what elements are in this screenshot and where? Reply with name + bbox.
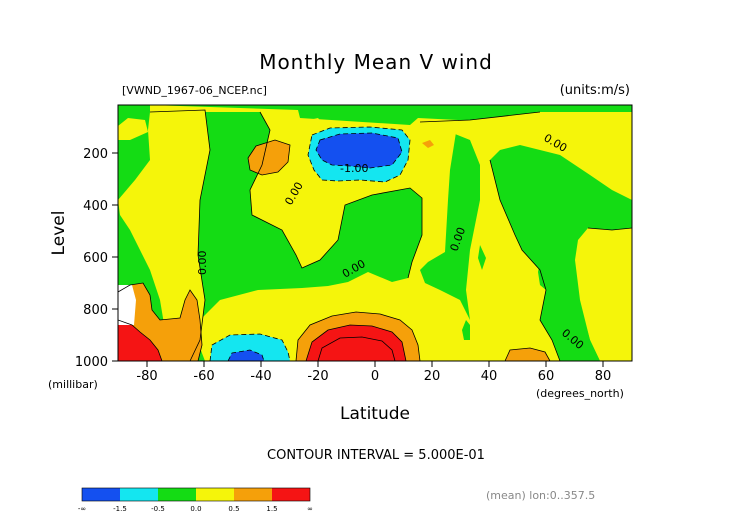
contour-line	[489, 159, 561, 361]
y-axis-label: Level	[49, 211, 69, 256]
contour-label: 0.00	[196, 251, 209, 276]
x-tick-label: -60	[193, 369, 214, 384]
contour-fill-green-inlet-c	[462, 320, 470, 340]
colorbar-tick-label: -∞	[78, 505, 86, 513]
x-tick-label: 20	[424, 369, 441, 384]
x-tick-label: 40	[481, 369, 498, 384]
contour-lines	[118, 109, 632, 361]
x-axis-label: Latitude	[340, 404, 410, 424]
contour-line-negative	[315, 132, 403, 169]
units-label: (units:m/s)	[560, 83, 630, 98]
colorbar-swatch	[120, 488, 158, 501]
negative-contour-lines	[209, 126, 411, 361]
contour-interval-text: CONTOUR INTERVAL = 5.000E-01	[267, 448, 485, 463]
contour-fill-yellow-northwest	[118, 118, 148, 140]
y-unit-label: (millibar)	[48, 378, 98, 391]
contour-line	[249, 111, 423, 279]
contour-line	[305, 324, 407, 361]
contour-fill-yellow-east	[420, 112, 632, 361]
x-tick-label: 0	[371, 369, 379, 384]
contour-line	[118, 282, 203, 361]
colorbar-tick-label: 0.0	[190, 505, 201, 513]
colorbar-tick-label: 0.5	[228, 505, 239, 513]
contour-line	[419, 111, 541, 123]
y-tick-label: 600	[83, 251, 108, 266]
file-label: [VWND_1967-06_NCEP.nc]	[122, 84, 267, 97]
contour-fill-cyan-lower	[210, 334, 290, 361]
colorbar-swatch	[196, 488, 234, 501]
undefined-region	[118, 285, 136, 325]
x-tick-label: 80	[595, 369, 612, 384]
contour-line	[587, 227, 632, 231]
colorbar-tick-label: -0.5	[151, 505, 165, 513]
contour-line-negative	[307, 126, 411, 183]
colorbar: -∞ -1.5 -0.5 0.0 0.5 1.5 ∞	[78, 487, 313, 513]
contour-fill-orange-small	[422, 140, 434, 148]
colorbar-tick-label: 1.5	[266, 505, 277, 513]
contour-fill-green-southeast	[552, 300, 600, 361]
colorbar-swatch	[234, 488, 272, 501]
averaging-note: (mean) lon:0..357.5	[486, 489, 595, 502]
x-unit-label: (degrees_north)	[536, 387, 624, 400]
contour-line	[295, 311, 421, 361]
contour-fill-green-inlet-a	[538, 262, 548, 290]
y-axis	[112, 152, 118, 362]
x-axis	[146, 361, 604, 367]
contour-fill-yellow-pocket	[300, 118, 325, 130]
chart-title: Monthly Mean V wind	[259, 50, 493, 74]
colorbar-frame	[81, 487, 311, 502]
contour-line-negative	[209, 333, 291, 361]
contour-fill-orange-southeast	[505, 348, 550, 361]
x-tick-label: -80	[136, 369, 157, 384]
contour-fill-blue-lower	[228, 350, 264, 361]
y-tick-label: 200	[83, 147, 108, 162]
x-tick-label: 60	[538, 369, 555, 384]
contour-fill-green-inlet-b	[478, 245, 486, 270]
contour-line	[118, 319, 163, 361]
y-tick-label: 1000	[75, 355, 108, 370]
colorbar-tick-label: -1.5	[113, 505, 127, 513]
y-tick-label: 400	[83, 199, 108, 214]
contour-fill-yellow-far-east	[575, 228, 632, 361]
x-tick-labels: -80 -60 -40 -20 0 20 40 60 80	[136, 369, 611, 384]
contour-fill-blue-upper	[316, 133, 402, 168]
colorbar-swatch	[158, 488, 196, 501]
contour-label: -1.00	[340, 162, 368, 175]
y-tick-label: 800	[83, 303, 108, 318]
colorbar-swatch	[272, 488, 310, 501]
colorbar-tick-label: ∞	[307, 505, 313, 513]
contour-line-negative	[227, 349, 265, 361]
contour-line	[317, 336, 396, 361]
contour-line	[247, 139, 291, 176]
plot-area: -1.00 0.00 0.00 0.00 0.00 0.00 0.00	[118, 105, 632, 361]
y-tick-labels: 200 400 600 800 1000	[75, 147, 108, 370]
colorbar-swatch	[82, 488, 120, 501]
contour-line	[504, 347, 551, 361]
contour-fill-orange-patch	[248, 140, 290, 175]
x-tick-label: -20	[307, 369, 328, 384]
contour-fill-red-lower	[306, 325, 406, 361]
contour-fill-red-highlat	[118, 320, 162, 361]
x-tick-label: -40	[250, 369, 271, 384]
